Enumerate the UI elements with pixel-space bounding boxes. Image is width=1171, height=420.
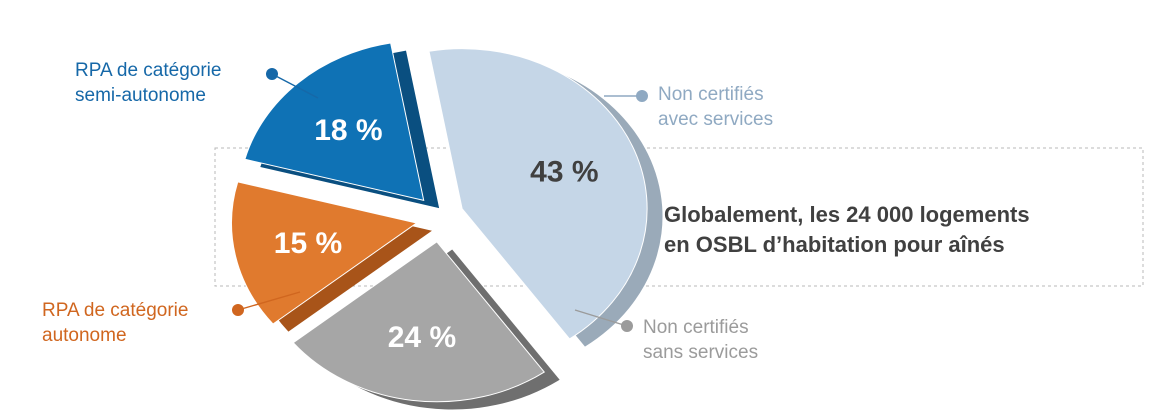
label-non-certifies-avec-services: Non certifiés avec services <box>604 84 773 130</box>
slice-rpa-semi-autonome: 18 % <box>244 42 440 209</box>
leader-dot <box>232 304 244 316</box>
headline-line-1: Globalement, les 24 000 logements <box>664 202 1030 227</box>
slice-value-non-certifies-avec-services: 43 % <box>530 155 598 188</box>
label-line-2: avec services <box>658 109 773 130</box>
leader-dot <box>621 320 633 332</box>
leader-line <box>271 73 319 99</box>
label-rpa-autonome: RPA de catégorie autonome <box>42 291 301 346</box>
slice-value-rpa-semi-autonome: 18 % <box>314 114 382 147</box>
slice-value-non-certifies-sans-services: 24 % <box>388 321 456 354</box>
pie-labels: Non certifiés avec services Non certifiés s… <box>42 60 773 363</box>
label-line-1: RPA de catégorie <box>42 300 188 321</box>
leader-dot <box>636 90 648 102</box>
slice-top-rpa-autonome <box>231 181 418 325</box>
label-rpa-semi-autonome: RPA de catégorie semi-autonome <box>75 60 319 106</box>
label-line-1: Non certifiés <box>658 84 764 105</box>
label-line-2: sans services <box>643 342 758 363</box>
headline-line-2: en OSBL d’habitation pour aînés <box>664 232 1005 257</box>
label-line-1: RPA de catégorie <box>75 60 221 81</box>
slice-value-rpa-autonome: 15 % <box>274 227 342 260</box>
slice-top-rpa-semi-autonome <box>244 42 425 202</box>
label-line-1: Non certifiés <box>643 317 749 338</box>
label-line-2: semi-autonome <box>75 85 206 106</box>
slice-rpa-autonome: 15 % <box>231 181 432 332</box>
label-line-2: autonome <box>42 325 127 346</box>
leader-dot <box>266 68 278 80</box>
leader-line <box>574 309 628 327</box>
slice-non-certifies-sans-services: 24 % <box>292 241 560 410</box>
headline-box <box>214 147 1144 287</box>
slice-top-non-certifies-sans-services <box>292 241 546 403</box>
slice-top-non-certifies-avec-services <box>428 48 648 340</box>
pie-slices: 43 % 24 % 15 % 18 % <box>231 42 663 410</box>
slice-non-certifies-avec-services: 43 % <box>428 48 663 347</box>
label-non-certifies-sans-services: Non certifiés sans services <box>574 309 758 363</box>
leader-line <box>237 291 301 311</box>
